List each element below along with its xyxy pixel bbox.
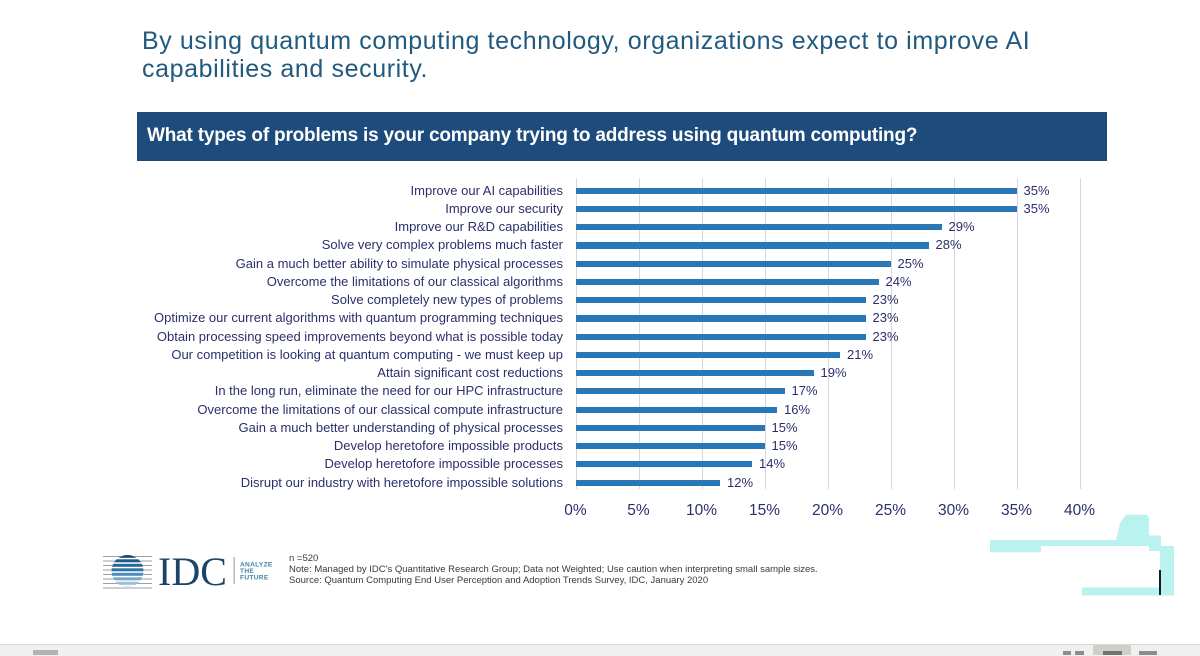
svg-text:IDC: IDC (158, 550, 227, 594)
svg-text:FUTURE: FUTURE (240, 575, 269, 582)
svg-text:THE: THE (240, 568, 254, 575)
svg-text:ANALYZE: ANALYZE (240, 562, 273, 569)
